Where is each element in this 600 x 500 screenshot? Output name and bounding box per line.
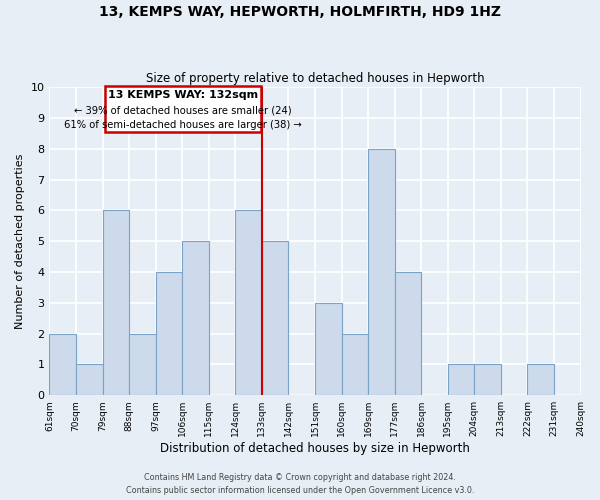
Bar — [474, 364, 501, 395]
Text: Contains HM Land Registry data © Crown copyright and database right 2024.
Contai: Contains HM Land Registry data © Crown c… — [126, 474, 474, 495]
Bar — [341, 334, 368, 395]
Text: 13, KEMPS WAY, HEPWORTH, HOLMFIRTH, HD9 1HZ: 13, KEMPS WAY, HEPWORTH, HOLMFIRTH, HD9 … — [99, 5, 501, 19]
Bar — [368, 148, 395, 395]
Text: ← 39% of detached houses are smaller (24): ← 39% of detached houses are smaller (24… — [74, 105, 292, 115]
Bar — [49, 334, 76, 395]
FancyBboxPatch shape — [105, 86, 260, 132]
Bar — [527, 364, 554, 395]
Bar — [235, 210, 262, 395]
Bar — [103, 210, 129, 395]
Text: 13 KEMPS WAY: 132sqm: 13 KEMPS WAY: 132sqm — [108, 90, 258, 101]
Bar — [129, 334, 155, 395]
Bar — [76, 364, 103, 395]
X-axis label: Distribution of detached houses by size in Hepworth: Distribution of detached houses by size … — [160, 442, 470, 455]
Bar — [395, 272, 421, 395]
Bar — [315, 303, 341, 395]
Bar — [448, 364, 474, 395]
Text: 61% of semi-detached houses are larger (38) →: 61% of semi-detached houses are larger (… — [64, 120, 302, 130]
Bar — [262, 241, 289, 395]
Y-axis label: Number of detached properties: Number of detached properties — [15, 154, 25, 329]
Bar — [155, 272, 182, 395]
Title: Size of property relative to detached houses in Hepworth: Size of property relative to detached ho… — [146, 72, 484, 85]
Bar — [182, 241, 209, 395]
